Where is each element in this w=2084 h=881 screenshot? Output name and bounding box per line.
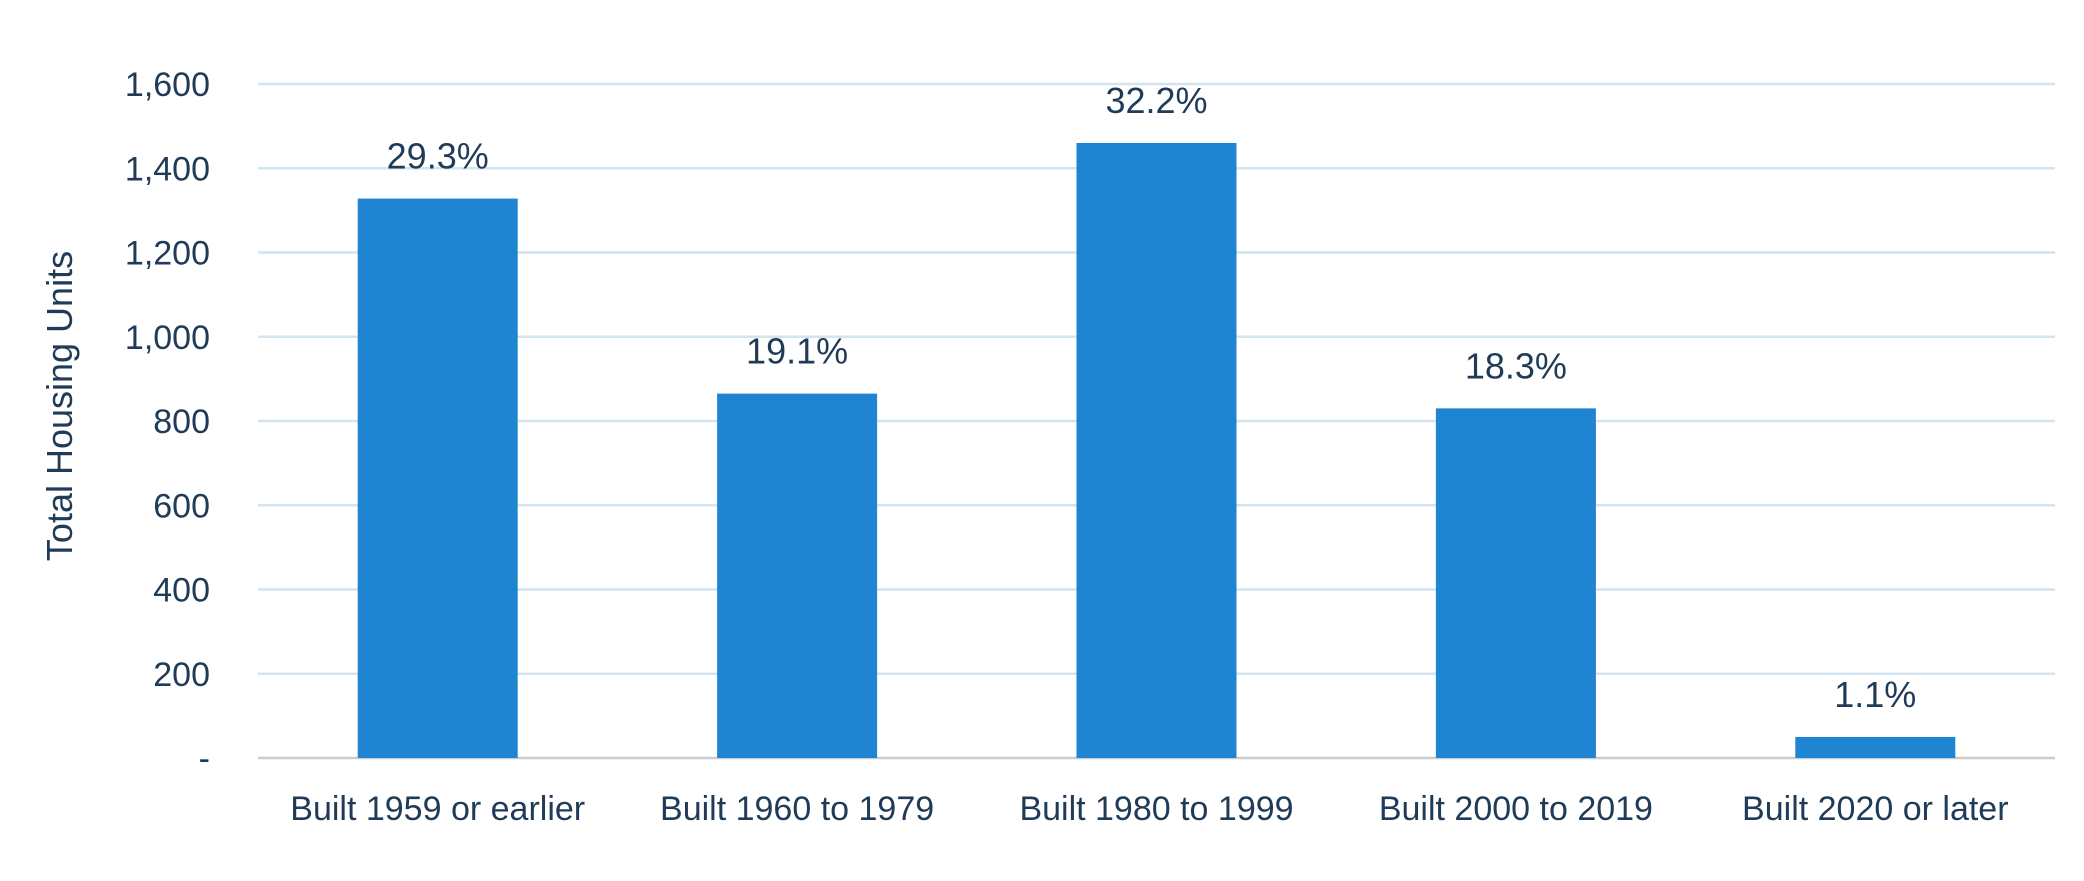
x-axis-category-labels: Built 1959 or earlier Built 1960 to 1979 B… [290,790,2008,828]
y-tick-label: 1,000 [125,319,210,357]
data-label: 32.2% [1105,80,1207,121]
y-axis-tick-labels: - 200 400 600 800 1,000 1,200 1,400 1,600 [125,66,210,778]
y-tick-label: 1,400 [125,150,210,188]
data-label: 18.3% [1465,345,1567,386]
y-tick-label: - [199,740,210,778]
y-tick-label: 400 [153,572,210,610]
bars [357,142,1956,759]
data-labels: 29.3% 19.1% 32.2% 18.3% 1.1% [387,80,1917,715]
x-category-label: Built 2020 or later [1742,790,2009,828]
bar [717,393,878,758]
y-tick-label: 600 [153,487,210,525]
y-tick-label: 1,200 [125,235,210,273]
y-axis-title: Total Housing Units [39,251,80,561]
bar [1795,736,1956,758]
x-category-label: Built 2000 to 2019 [1379,790,1653,828]
data-label: 1.1% [1834,674,1916,715]
bar [1076,142,1237,759]
bar [1435,408,1596,758]
y-tick-label: 800 [153,403,210,441]
y-tick-label: 200 [153,656,210,694]
y-tick-label: 1,600 [125,66,210,104]
x-category-label: Built 1960 to 1979 [660,790,934,828]
data-label: 19.1% [746,331,848,372]
x-category-label: Built 1980 to 1999 [1019,790,1293,828]
data-label: 29.3% [387,136,489,177]
bar [357,198,518,758]
x-category-label: Built 1959 or earlier [290,790,585,828]
